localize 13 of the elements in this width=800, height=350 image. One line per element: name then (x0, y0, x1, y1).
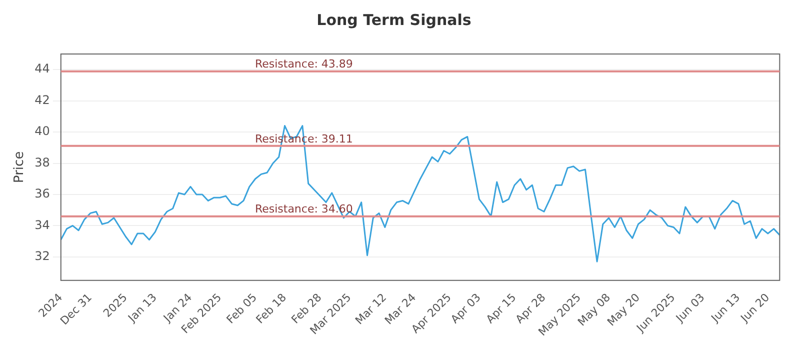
ref-line-label: Resistance: 43.89 (254, 58, 353, 71)
y-tick-label: 34 (34, 218, 50, 232)
y-tick-label: 40 (34, 124, 50, 138)
x-tick-label: Jan 13 (125, 290, 160, 326)
y-tick-label: 32 (34, 249, 50, 264)
x-tick-label: Jun 20 (738, 290, 772, 326)
y-axis-title: Price (12, 151, 28, 184)
y-tick-label: 44 (34, 62, 50, 76)
x-tick-label: Jun 03 (672, 290, 708, 326)
y-tick-label: 36 (34, 186, 50, 201)
chart-title: Long Term Signals (316, 10, 472, 29)
y-tick-label: 38 (34, 155, 50, 170)
y-tick-label: 42 (34, 92, 50, 107)
